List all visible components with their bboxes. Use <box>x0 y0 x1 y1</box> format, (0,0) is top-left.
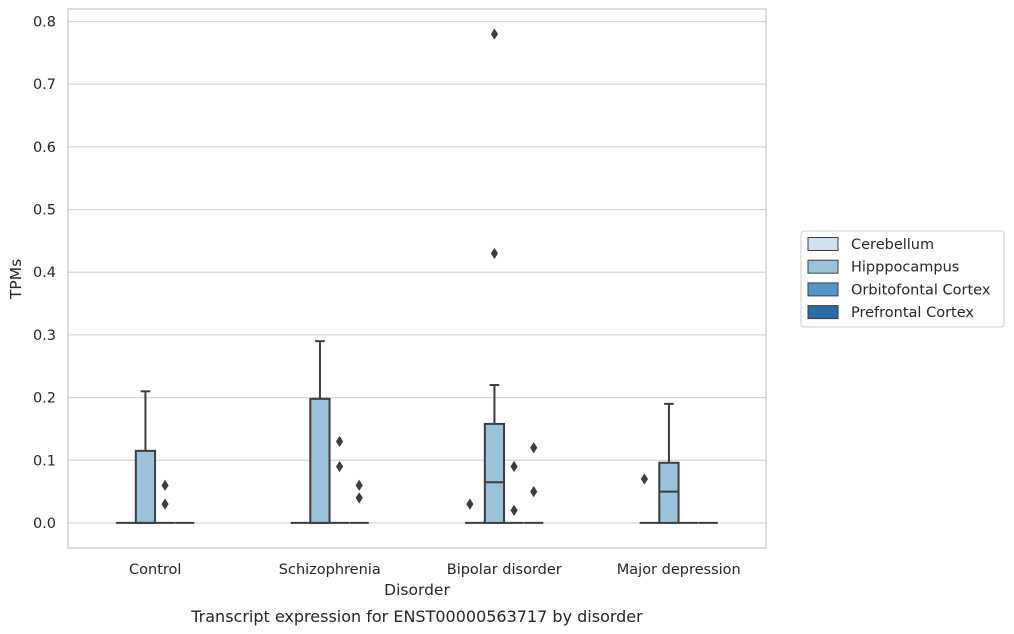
box-group <box>658 402 680 524</box>
legend-swatch <box>807 282 839 297</box>
plot-area <box>116 28 718 524</box>
outlier-point <box>161 479 169 491</box>
x-axis-title: Disorder <box>384 581 450 599</box>
y-tick-label: 0.0 <box>33 516 56 532</box>
plot-frame <box>67 8 767 549</box>
legend-label: Hipppocampus <box>851 260 959 276</box>
outlier-point <box>355 479 363 491</box>
outlier-point <box>490 247 499 260</box>
legend-frame <box>800 230 1005 328</box>
legend-label: Cerebellum <box>851 237 934 253</box>
x-tick-label: Schizophrenia <box>279 562 381 578</box>
outlier-point <box>510 460 518 473</box>
outlier-point <box>466 498 474 510</box>
box-iqr <box>309 397 331 524</box>
grid-lines <box>68 20 766 524</box>
box-group <box>349 479 369 524</box>
x-tick-label: Major depression <box>617 562 741 578</box>
legend: Cerebellum Hipppocampus Orbitofontal Corte… <box>800 230 1005 328</box>
outlier-point <box>640 473 648 485</box>
outlier-point <box>530 442 538 454</box>
outlier-point <box>161 498 169 510</box>
outlier-point <box>510 504 518 516</box>
box-group <box>524 442 544 524</box>
box-group <box>309 340 331 524</box>
box-iqr <box>658 461 680 524</box>
legend-label: Prefrontal Cortex <box>851 305 974 321</box>
outlier-point <box>530 485 538 498</box>
box-group <box>155 479 175 524</box>
outlier-point <box>335 460 344 473</box>
box-group <box>504 460 524 524</box>
y-tick-label: 0.1 <box>33 453 56 469</box>
y-tick-label: 0.7 <box>33 77 56 93</box>
outlier-point <box>490 28 499 40</box>
legend-swatch <box>807 237 839 251</box>
y-axis-title: TPMs <box>7 259 25 300</box>
y-tick-label: 0.3 <box>33 328 56 344</box>
box-group <box>134 390 157 524</box>
y-tick-label: 0.2 <box>33 391 56 407</box>
legend-swatch <box>807 259 839 274</box>
box-group <box>483 28 506 524</box>
box-group <box>329 435 350 524</box>
x-tick-label: Bipolar disorder <box>447 562 562 578</box>
x-tick-label: Control <box>129 562 181 578</box>
y-tick-label: 0.5 <box>33 203 56 219</box>
legend-label: Orbitofontal Cortex <box>851 282 991 298</box>
outlier-point <box>335 435 344 448</box>
y-axis-ticks: 0.0 0.1 0.2 0.3 0.4 0.5 0.6 0.7 0.8 <box>33 15 56 532</box>
outlier-point <box>355 492 363 504</box>
legend-swatch <box>807 305 839 320</box>
y-tick-label: 0.6 <box>33 140 56 156</box>
chart-caption: Transcript expression for ENST0000056371… <box>190 607 643 626</box>
y-tick-label: 0.4 <box>33 265 56 281</box>
box-iqr <box>134 449 157 524</box>
x-axis-ticks: Control Schizophrenia Bipolar disorder Majo… <box>129 562 741 578</box>
y-tick-label: 0.8 <box>33 15 56 31</box>
box-iqr <box>483 422 506 524</box>
